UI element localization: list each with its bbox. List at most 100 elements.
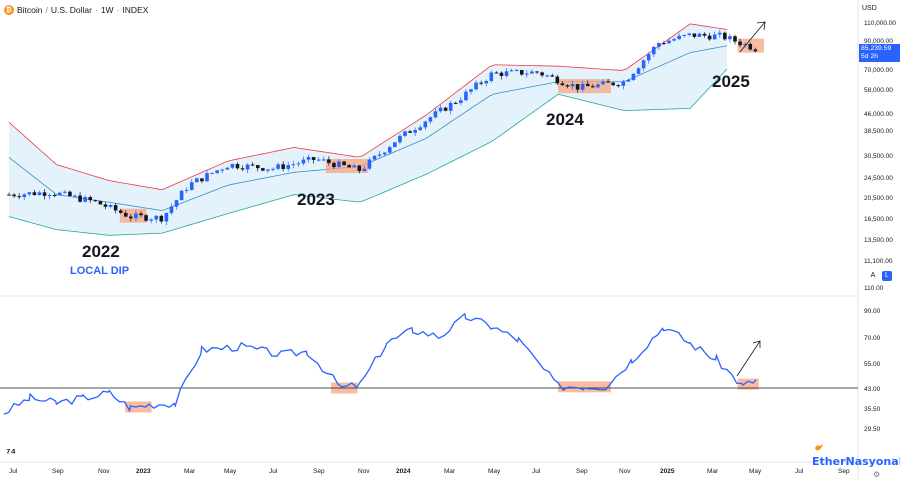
settings-icon[interactable]: ⚙ [873,470,881,479]
rsi-zone-3 [737,378,759,390]
candle-body [240,168,245,170]
candle-body [47,195,52,197]
rsi-projection-arrow [736,340,761,377]
candle-body [626,79,631,82]
candle-body [230,164,235,168]
x-tick: Jul [795,468,804,475]
x-tick: Mar [444,468,456,475]
candle-body [337,161,341,168]
candle-body [210,172,214,174]
rsi-tick: 29.50 [864,426,881,433]
candle-body [103,204,108,207]
pair-name: U.S. Dollar [50,5,92,15]
candle-body [215,170,219,173]
candle-body [570,84,575,87]
candle-body [677,35,681,40]
x-tick: Mar [184,468,196,475]
candle-body [184,189,189,191]
candle-body [17,196,21,198]
exchange: INDEX [122,5,149,15]
candle-body [662,43,666,45]
candle-body [611,82,615,86]
auto-scale-button[interactable]: A [870,272,876,279]
candle-body [657,43,661,47]
price-tick: 58,000.00 [864,87,893,94]
annotation-local-dip: LOCAL DIP [70,265,129,277]
candle-body [68,191,72,197]
price-zone-2024 [558,79,611,94]
candle-body [717,32,722,35]
rsi-tick: 70.00 [864,335,881,342]
candle-body [189,182,194,190]
log-scale-button[interactable]: L [882,271,892,281]
candle-body [220,169,225,171]
candle-body [580,83,585,90]
candle-body [499,72,504,76]
projection-arrows [736,21,766,377]
candle-body [372,155,377,160]
candle-body [601,81,605,85]
candle-body [200,178,204,182]
candle-body [22,194,27,198]
current-price-tag: 85,239.59 5d 2h [859,44,900,62]
header-separator: / [45,5,48,15]
candle-body [123,212,128,217]
tradingview-logo-icon[interactable]: ⁷⁴ [6,447,16,459]
rsi-line [3,312,757,415]
candles [7,29,758,226]
interval[interactable]: 1W [100,5,114,15]
candle-body [83,197,87,202]
candle-body [250,164,255,166]
candle-body [494,72,499,74]
candle-body [519,70,524,75]
x-tick: Sep [52,468,64,475]
x-tick: Sep [576,468,588,475]
x-tick: May [488,468,501,475]
candle-body [261,168,265,171]
candle-body [575,84,580,90]
candle-body [530,71,534,74]
candle-body [347,165,351,168]
candle-body [682,34,687,36]
candle-body [555,76,560,84]
candle-body [672,39,676,41]
candle-body [134,213,138,219]
candle-body [707,35,712,40]
candle-body [42,192,47,196]
candle-body [286,165,291,169]
candle-body [723,32,727,40]
price-tick: 11,100.00 [864,258,893,265]
price-tick: 13,500.00 [864,237,893,244]
price-tick: 38,500.00 [864,128,893,135]
x-tick: 2023 [136,468,151,475]
currency-label[interactable]: USD [862,5,877,12]
candle-body [149,219,153,221]
candle-body [687,33,692,35]
rsi-tick: 55.00 [864,361,881,368]
candle-body [37,192,42,196]
x-tick: Jul [9,468,18,475]
candle-body [428,117,433,122]
candle-body [362,168,367,171]
candle-body [443,107,448,111]
price-zone-2023 [325,159,369,174]
candle-body [514,70,519,72]
candle-body [697,33,702,37]
x-tick: Sep [313,468,325,475]
candle-body [316,159,321,161]
candle-body [57,192,62,196]
candle-body [474,82,478,90]
candle-body [113,205,118,211]
candle-body [98,200,103,205]
candle-body [332,162,336,168]
chart-header[interactable]: ₿ Bitcoin / U.S. Dollar · 1W · INDEX [4,3,148,17]
candle-body [403,131,407,136]
candle-body [205,173,209,182]
author-watermark: EtherNasyonaL [812,455,900,468]
candle-body [413,130,417,133]
header-separator: · [116,5,120,15]
candle-body [139,213,143,216]
candle-body [535,71,539,73]
candle-body [489,72,494,81]
